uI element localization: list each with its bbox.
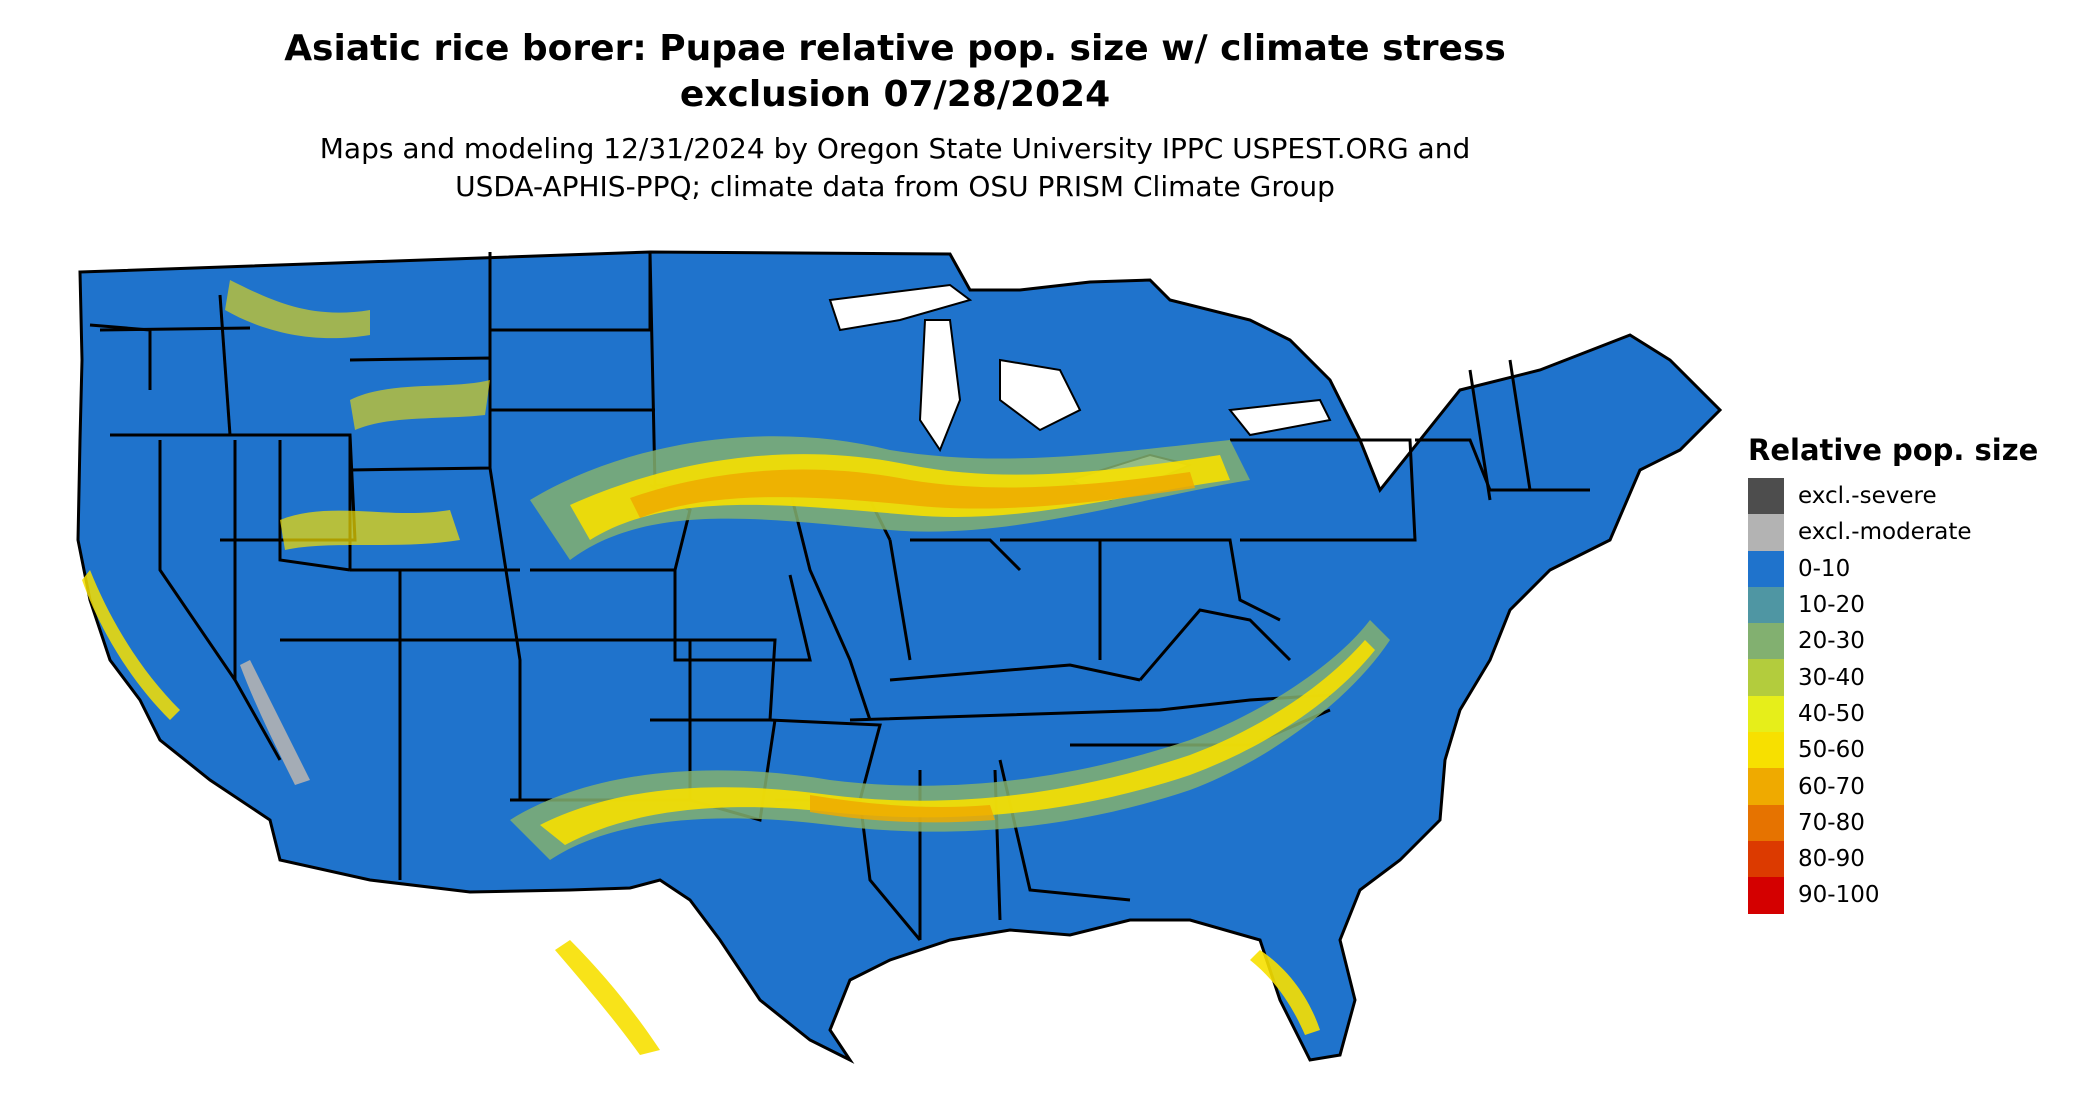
legend-item: 0-10 — [1748, 550, 2088, 587]
map-subtitle: Maps and modeling 12/31/2024 by Oregon S… — [0, 130, 1790, 206]
legend-items: excl.-severe excl.-moderate 0-10 10-20 20-30… — [1748, 478, 2088, 914]
legend-swatch — [1748, 695, 1784, 733]
legend-label: 60-70 — [1798, 773, 1865, 800]
legend-swatch — [1748, 623, 1784, 660]
map-title-line-1: Asiatic rice borer: Pupae relative pop. … — [284, 28, 1506, 69]
legend: Relative pop. size excl.-severe excl.-mod… — [1748, 432, 2088, 914]
legend-item: 40-50 — [1748, 695, 2088, 733]
legend-label: 20-30 — [1798, 628, 1865, 655]
legend-swatch — [1748, 840, 1784, 878]
legend-label: 80-90 — [1798, 846, 1865, 873]
us-states-map-icon — [76, 250, 1723, 1064]
legend-label: excl.-moderate — [1798, 519, 1972, 546]
legend-title: Relative pop. size — [1748, 433, 2039, 467]
legend-swatch — [1748, 586, 1784, 624]
legend-item: 30-40 — [1748, 659, 2088, 696]
legend-item: 70-80 — [1748, 804, 2088, 841]
legend-item: 50-60 — [1748, 732, 2088, 769]
map-subtitle-line-1: Maps and modeling 12/31/2024 by Oregon S… — [319, 132, 1471, 165]
map-subtitle-line-2: USDA-APHIS-PPQ; climate data from OSU PR… — [455, 170, 1335, 203]
legend-label: 50-60 — [1798, 737, 1865, 764]
legend-item: 60-70 — [1748, 768, 2088, 805]
legend-label: 40-50 — [1798, 700, 1865, 727]
legend-label: 10-20 — [1798, 592, 1865, 619]
legend-label: 30-40 — [1798, 664, 1865, 691]
legend-swatch — [1748, 659, 1784, 696]
us-map — [70, 240, 1730, 1120]
legend-item: excl.-moderate — [1748, 514, 2088, 551]
legend-label: 90-100 — [1798, 882, 1880, 909]
legend-swatch — [1748, 768, 1784, 805]
legend-swatch — [1748, 804, 1784, 841]
map-title: Asiatic rice borer: Pupae relative pop. … — [0, 26, 1790, 118]
legend-label: 0-10 — [1798, 555, 1851, 582]
legend-item: 20-30 — [1748, 623, 2088, 660]
suitability-bands — [82, 280, 1390, 1055]
us-outline — [76, 250, 1723, 1064]
legend-swatch — [1748, 514, 1784, 551]
legend-item: 90-100 — [1748, 877, 2088, 914]
legend-item: 10-20 — [1748, 586, 2088, 624]
legend-label: 70-80 — [1798, 809, 1865, 836]
legend-swatch — [1748, 478, 1784, 515]
legend-swatch — [1748, 732, 1784, 769]
legend-swatch — [1748, 550, 1784, 587]
legend-label: excl.-severe — [1798, 483, 1937, 510]
legend-item: excl.-severe — [1748, 478, 2088, 515]
legend-swatch — [1748, 877, 1784, 914]
legend-item: 80-90 — [1748, 840, 2088, 878]
map-title-line-2: exclusion 07/28/2024 — [679, 74, 1111, 115]
